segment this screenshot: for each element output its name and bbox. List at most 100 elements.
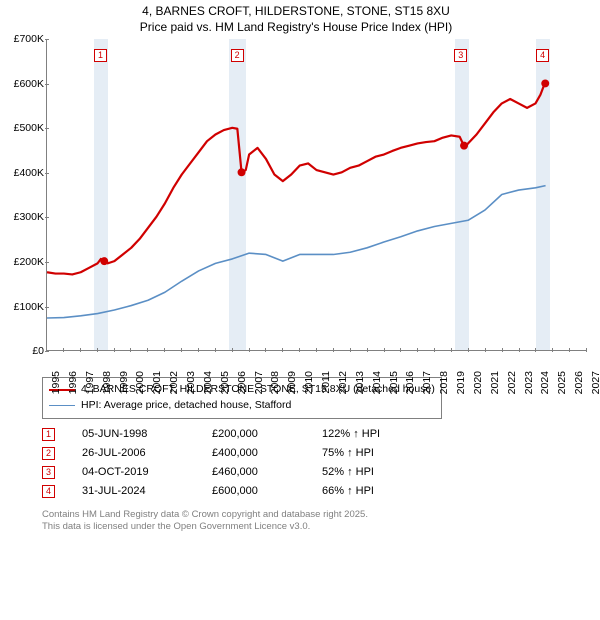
chart: £0£100K£200K£300K£400K£500K£600K£700K199… xyxy=(4,39,592,371)
x-axis-label: 2010 xyxy=(303,371,315,394)
x-tick xyxy=(316,348,317,352)
x-axis-label: 2009 xyxy=(286,371,298,394)
y-axis-label: £100K xyxy=(4,301,44,313)
x-tick xyxy=(552,348,553,352)
x-tick xyxy=(164,348,165,352)
x-tick xyxy=(232,348,233,352)
x-tick xyxy=(130,348,131,352)
x-axis-label: 2008 xyxy=(269,371,281,394)
footer-line1: Contains HM Land Registry data © Crown c… xyxy=(42,509,592,521)
event-hpi: 66% ↑ HPI xyxy=(322,482,442,501)
x-axis-label: 2025 xyxy=(556,371,568,394)
series-property xyxy=(47,81,545,274)
x-tick xyxy=(468,348,469,352)
event-marker: 3 xyxy=(42,466,55,479)
event-marker: 1 xyxy=(42,428,55,441)
x-tick xyxy=(63,348,64,352)
y-tick xyxy=(45,39,49,40)
x-tick xyxy=(417,348,418,352)
chart-marker-3: 3 xyxy=(454,49,467,62)
title-address: 4, BARNES CROFT, HILDERSTONE, STONE, ST1… xyxy=(0,4,592,20)
x-tick xyxy=(265,348,266,352)
x-axis-label: 2006 xyxy=(236,371,248,394)
x-axis-label: 2016 xyxy=(404,371,416,394)
chart-title: 4, BARNES CROFT, HILDERSTONE, STONE, ST1… xyxy=(0,4,592,35)
x-axis-label: 2003 xyxy=(185,371,197,394)
x-axis-label: 2019 xyxy=(455,371,467,394)
chart-marker-2: 2 xyxy=(231,49,244,62)
y-axis-label: £0 xyxy=(4,345,44,357)
x-tick xyxy=(299,348,300,352)
legend-item: HPI: Average price, detached house, Staf… xyxy=(49,398,435,414)
x-tick xyxy=(519,348,520,352)
y-axis-label: £400K xyxy=(4,167,44,179)
x-axis-label: 2018 xyxy=(438,371,450,394)
event-row: 431-JUL-2024£600,00066% ↑ HPI xyxy=(42,482,442,501)
y-tick xyxy=(45,128,49,129)
event-price: £200,000 xyxy=(212,425,322,444)
event-row: 226-JUL-2006£400,00075% ↑ HPI xyxy=(42,444,442,463)
event-marker: 4 xyxy=(42,485,55,498)
title-subtitle: Price paid vs. HM Land Registry's House … xyxy=(0,20,592,36)
x-axis-label: 2002 xyxy=(168,371,180,394)
event-price: £400,000 xyxy=(212,444,322,463)
event-hpi: 75% ↑ HPI xyxy=(322,444,442,463)
legend-swatch xyxy=(49,405,75,406)
x-axis-label: 2005 xyxy=(219,371,231,394)
x-axis-label: 2021 xyxy=(489,371,501,394)
x-axis-label: 2023 xyxy=(523,371,535,394)
event-hpi: 122% ↑ HPI xyxy=(322,425,442,444)
x-tick xyxy=(535,348,536,352)
plot-area xyxy=(46,39,586,351)
event-price: £460,000 xyxy=(212,463,322,482)
x-tick xyxy=(147,348,148,352)
x-axis-label: 1995 xyxy=(50,371,62,394)
event-date: 05-JUN-1998 xyxy=(82,425,212,444)
x-axis-label: 2026 xyxy=(573,371,585,394)
event-date: 26-JUL-2006 xyxy=(82,444,212,463)
x-axis-label: 1997 xyxy=(84,371,96,394)
y-tick xyxy=(45,262,49,263)
x-axis-label: 2014 xyxy=(371,371,383,394)
y-tick xyxy=(45,84,49,85)
event-date: 04-OCT-2019 xyxy=(82,463,212,482)
x-axis-label: 2024 xyxy=(539,371,551,394)
event-row: 1 05-JUN-1998£200,000122% ↑ HPI xyxy=(42,425,442,444)
x-axis-label: 2011 xyxy=(320,371,332,394)
x-tick xyxy=(400,348,401,352)
chart-marker-1: 1 xyxy=(94,49,107,62)
x-axis-label: 1999 xyxy=(118,371,130,394)
plot-svg xyxy=(47,39,586,350)
x-tick xyxy=(198,348,199,352)
x-axis-label: 2007 xyxy=(253,371,265,394)
event-row: 3 04-OCT-2019£460,00052% ↑ HPI xyxy=(42,463,442,482)
x-tick xyxy=(350,348,351,352)
sale-dot xyxy=(238,168,246,176)
x-tick xyxy=(451,348,452,352)
x-tick xyxy=(367,348,368,352)
y-axis-label: £700K xyxy=(4,33,44,45)
events-table: 1 05-JUN-1998£200,000122% ↑ HPI226-JUL-20… xyxy=(42,425,592,501)
event-hpi: 52% ↑ HPI xyxy=(322,463,442,482)
x-axis-label: 2022 xyxy=(506,371,518,394)
x-tick xyxy=(80,348,81,352)
y-tick xyxy=(45,217,49,218)
x-axis-label: 2027 xyxy=(590,371,600,394)
event-price: £600,000 xyxy=(212,482,322,501)
x-axis-label: 2013 xyxy=(354,371,366,394)
x-tick xyxy=(586,348,587,352)
sale-dot xyxy=(100,257,108,265)
x-axis-label: 2015 xyxy=(388,371,400,394)
x-tick xyxy=(181,348,182,352)
x-axis-label: 2000 xyxy=(134,371,146,394)
x-tick xyxy=(97,348,98,352)
x-axis-label: 2020 xyxy=(472,371,484,394)
x-axis-label: 2017 xyxy=(421,371,433,394)
x-tick xyxy=(333,348,334,352)
sale-dot xyxy=(541,80,549,88)
sale-dot xyxy=(460,142,468,150)
x-tick xyxy=(485,348,486,352)
x-tick xyxy=(434,348,435,352)
x-axis-label: 1998 xyxy=(101,371,113,394)
y-axis-label: £200K xyxy=(4,256,44,268)
